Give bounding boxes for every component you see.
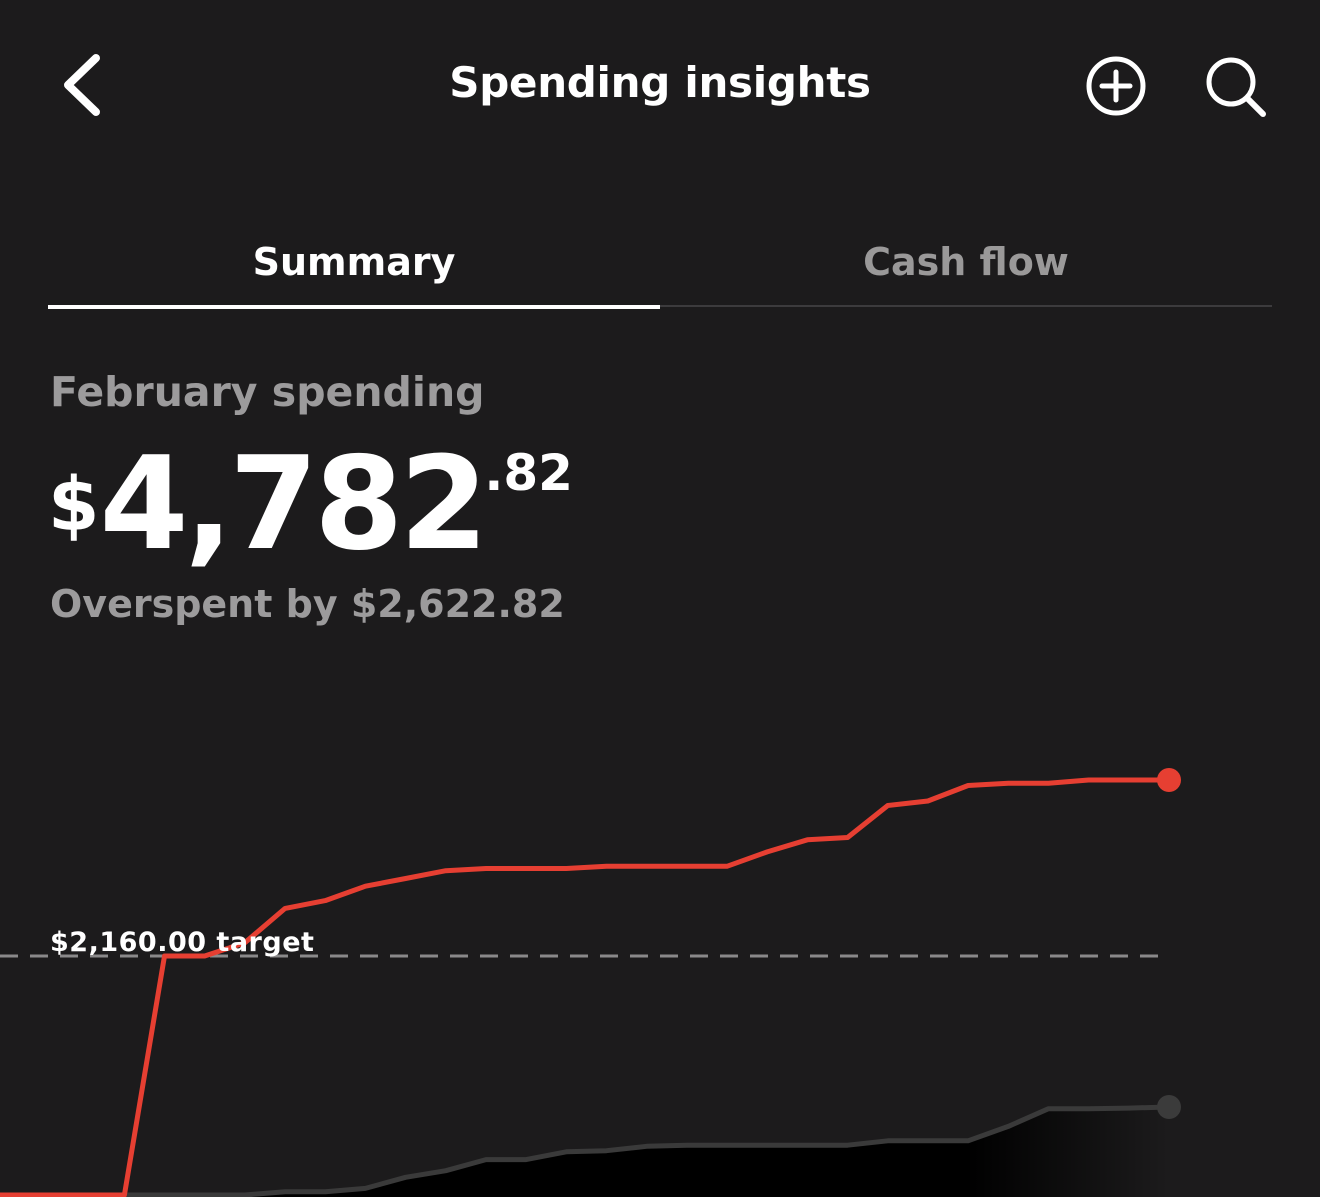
- amount-whole: 4,782: [99, 430, 489, 579]
- back-button[interactable]: [52, 50, 116, 120]
- tab-divider: [48, 305, 1272, 307]
- current-spending-line: [0, 777, 1169, 1197]
- tab-cash-flow[interactable]: Cash flow: [863, 240, 1069, 284]
- chevron-left-icon: [64, 54, 100, 116]
- current-spending-endpoint: [1157, 768, 1181, 792]
- tab-bar: Summary Cash flow: [48, 225, 1272, 310]
- add-button[interactable]: [1082, 52, 1150, 120]
- previous-spending-line: [44, 1104, 1170, 1197]
- plus-circle-icon: [1086, 56, 1146, 116]
- spending-amount: $4,782.82: [48, 430, 573, 580]
- previous-spending-endpoint: [1157, 1095, 1181, 1120]
- month-spending-label: February spending: [50, 368, 485, 416]
- tab-summary[interactable]: Summary: [252, 240, 456, 284]
- page-title: Spending insights: [449, 58, 871, 107]
- search-icon: [1206, 57, 1266, 117]
- tab-active-indicator: [48, 305, 660, 309]
- search-button[interactable]: [1201, 52, 1269, 120]
- currency-symbol: $: [48, 462, 100, 548]
- spending-chart: [0, 768, 1181, 1197]
- amount-cents: .82: [484, 444, 573, 502]
- target-label: $2,160.00 target: [50, 927, 315, 958]
- overspent-text: Overspent by $2,622.82: [50, 582, 565, 626]
- top-bar: Spending insights: [0, 0, 1320, 170]
